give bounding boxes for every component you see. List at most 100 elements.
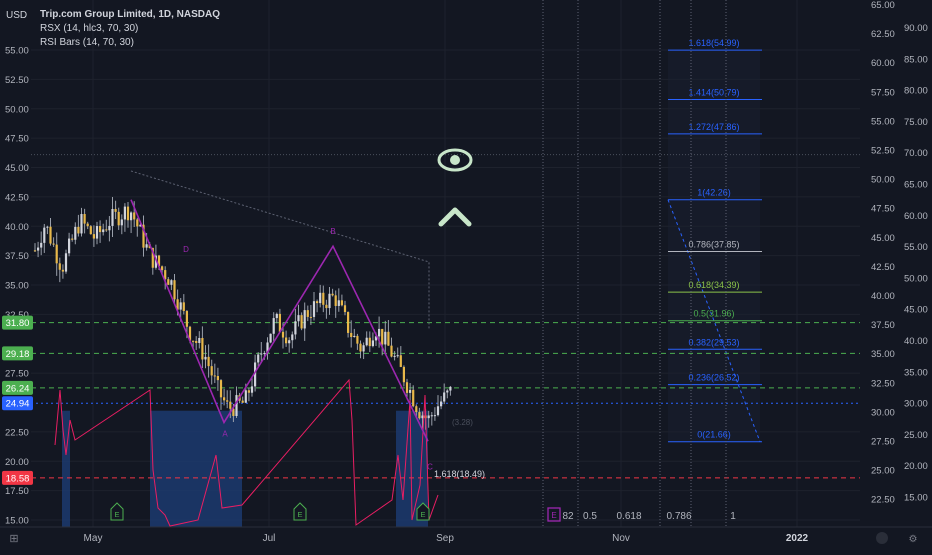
candle-body <box>105 229 108 231</box>
candle-body <box>219 380 223 398</box>
fibonacci-levels: 1.618(54.99) 1.414(50.79) 1.272(47.86) 1(42… <box>667 38 762 443</box>
outer-axis-tick: 80.00 <box>904 86 928 97</box>
legend: Trip.com Group Limited, 1D, NASDAQ RSX (… <box>40 8 220 50</box>
candle-body <box>241 400 244 403</box>
candle-body <box>365 337 368 346</box>
candle-body <box>244 390 247 403</box>
candle-body <box>427 415 430 419</box>
candle-body <box>260 353 263 355</box>
price-tick-label: 37.50 <box>5 251 29 262</box>
candle-body <box>396 355 399 357</box>
candle-body <box>433 415 436 417</box>
candle-body <box>111 209 114 226</box>
price-tag-label: 18.58 <box>6 473 30 484</box>
fib-area <box>668 50 760 442</box>
candle-body <box>33 250 37 252</box>
inner-axis-tick: 65.00 <box>871 0 895 11</box>
candle-body <box>300 315 303 329</box>
eye-icon[interactable] <box>437 148 473 172</box>
candle-body <box>95 226 99 239</box>
horizontal-levels <box>31 0 860 527</box>
price-axis-right[interactable]: 65.00 62.50 60.00 57.50 55.00 52.50 50.00 47.50… <box>860 0 932 527</box>
legend-indicator-rsi-bars[interactable]: RSI Bars (14, 70, 30) <box>40 37 134 48</box>
inner-axis-tick: 32.50 <box>871 378 895 389</box>
candle-body <box>182 302 185 312</box>
price-tick-label: 27.50 <box>5 369 29 380</box>
chart-settings-icon[interactable]: ⚙ <box>909 534 918 545</box>
extension-label: 1.618(18.49) <box>434 469 485 479</box>
time-tick-label: Nov <box>612 533 630 544</box>
candle-body <box>80 214 83 234</box>
outer-axis-tick: 85.00 <box>904 54 928 65</box>
candle-body <box>443 392 446 402</box>
fib-level-label: 1.414(50.79) <box>688 87 739 97</box>
earnings-marker-label: E <box>114 510 119 519</box>
candle-body <box>440 401 443 407</box>
earnings-marker[interactable] <box>416 502 430 521</box>
candle-body <box>207 356 210 367</box>
time-tick-label: 2022 <box>786 533 809 544</box>
candle-body <box>99 226 102 233</box>
candle-body <box>126 206 130 221</box>
price-tick-label: 32.50 <box>5 310 29 321</box>
candle-body <box>449 386 452 391</box>
price-tick-label: 40.00 <box>5 222 29 233</box>
fib-level-label: 1.272(47.86) <box>688 122 739 132</box>
inner-axis-tick: 45.00 <box>871 233 895 244</box>
candle-body <box>263 352 266 354</box>
candle-body <box>154 255 157 268</box>
scale-settings-icon[interactable] <box>876 532 888 544</box>
fib-level-label: 0.382(29.53) <box>688 337 739 347</box>
candle-body <box>368 337 371 347</box>
candle-body <box>405 382 409 393</box>
fib-level-label: 0(21.66) <box>697 430 731 440</box>
candle-body <box>55 244 58 264</box>
future-earnings-marker[interactable] <box>547 507 561 522</box>
candle-body <box>257 354 260 363</box>
price-tick-label: 42.50 <box>5 192 29 203</box>
inner-axis-tick: 30.00 <box>871 407 895 418</box>
candle-body <box>223 397 226 401</box>
candle-body <box>201 337 204 360</box>
candle-body <box>198 337 201 343</box>
candle-body <box>49 226 52 244</box>
candle-body <box>328 293 331 309</box>
time-axis[interactable]: MayJulSepNov2022MarMayJulSep⊞⚙ <box>0 526 932 545</box>
candle-body <box>359 343 362 352</box>
bottom-ratios: 82 0.5 0.618 0.786 1 <box>562 511 736 522</box>
legend-indicator-rsx[interactable]: RSX (14, hlc3, 70, 30) <box>40 23 139 34</box>
candle-body <box>269 333 272 343</box>
earnings-marker[interactable] <box>293 502 307 521</box>
candle-body <box>114 209 117 212</box>
candle-body <box>232 408 235 416</box>
price-axis-left[interactable]: USD 55.00 52.50 50.00 47.50 45.00 42.50 40.00 37… <box>0 0 31 528</box>
candle-body <box>247 390 250 393</box>
candle-body <box>278 313 281 332</box>
ratio-label: 0.5 <box>583 511 597 522</box>
outer-axis-tick: 60.00 <box>904 211 928 222</box>
earnings-marker-label: E <box>297 510 302 519</box>
candle-body <box>173 280 176 300</box>
fib-level-label: 0.786(37.85) <box>688 240 739 250</box>
candle-body <box>275 313 278 319</box>
candle-body <box>331 293 334 296</box>
rsi-zone <box>62 410 70 527</box>
candle-body <box>285 337 288 344</box>
candle-body <box>86 223 89 227</box>
candle-body <box>229 401 232 409</box>
chevron-up-icon[interactable] <box>438 207 472 227</box>
earnings-marker[interactable] <box>110 502 124 521</box>
price-tags: 31.80 29.18 26.24 24.94 18.58 <box>2 315 33 485</box>
candle-body <box>337 300 340 306</box>
candle-body <box>157 255 161 267</box>
candle-body <box>421 415 424 419</box>
fib-level-label: 0.5(31.96) <box>693 309 734 319</box>
legend-title[interactable]: Trip.com Group Limited, 1D, NASDAQ <box>40 9 221 20</box>
goto-date-icon[interactable]: ⊞ <box>9 533 18 545</box>
inner-axis-tick: 40.00 <box>871 291 895 302</box>
time-tick-label: May <box>84 533 103 544</box>
candle-body <box>108 225 111 231</box>
right-axis-bg <box>860 0 932 527</box>
